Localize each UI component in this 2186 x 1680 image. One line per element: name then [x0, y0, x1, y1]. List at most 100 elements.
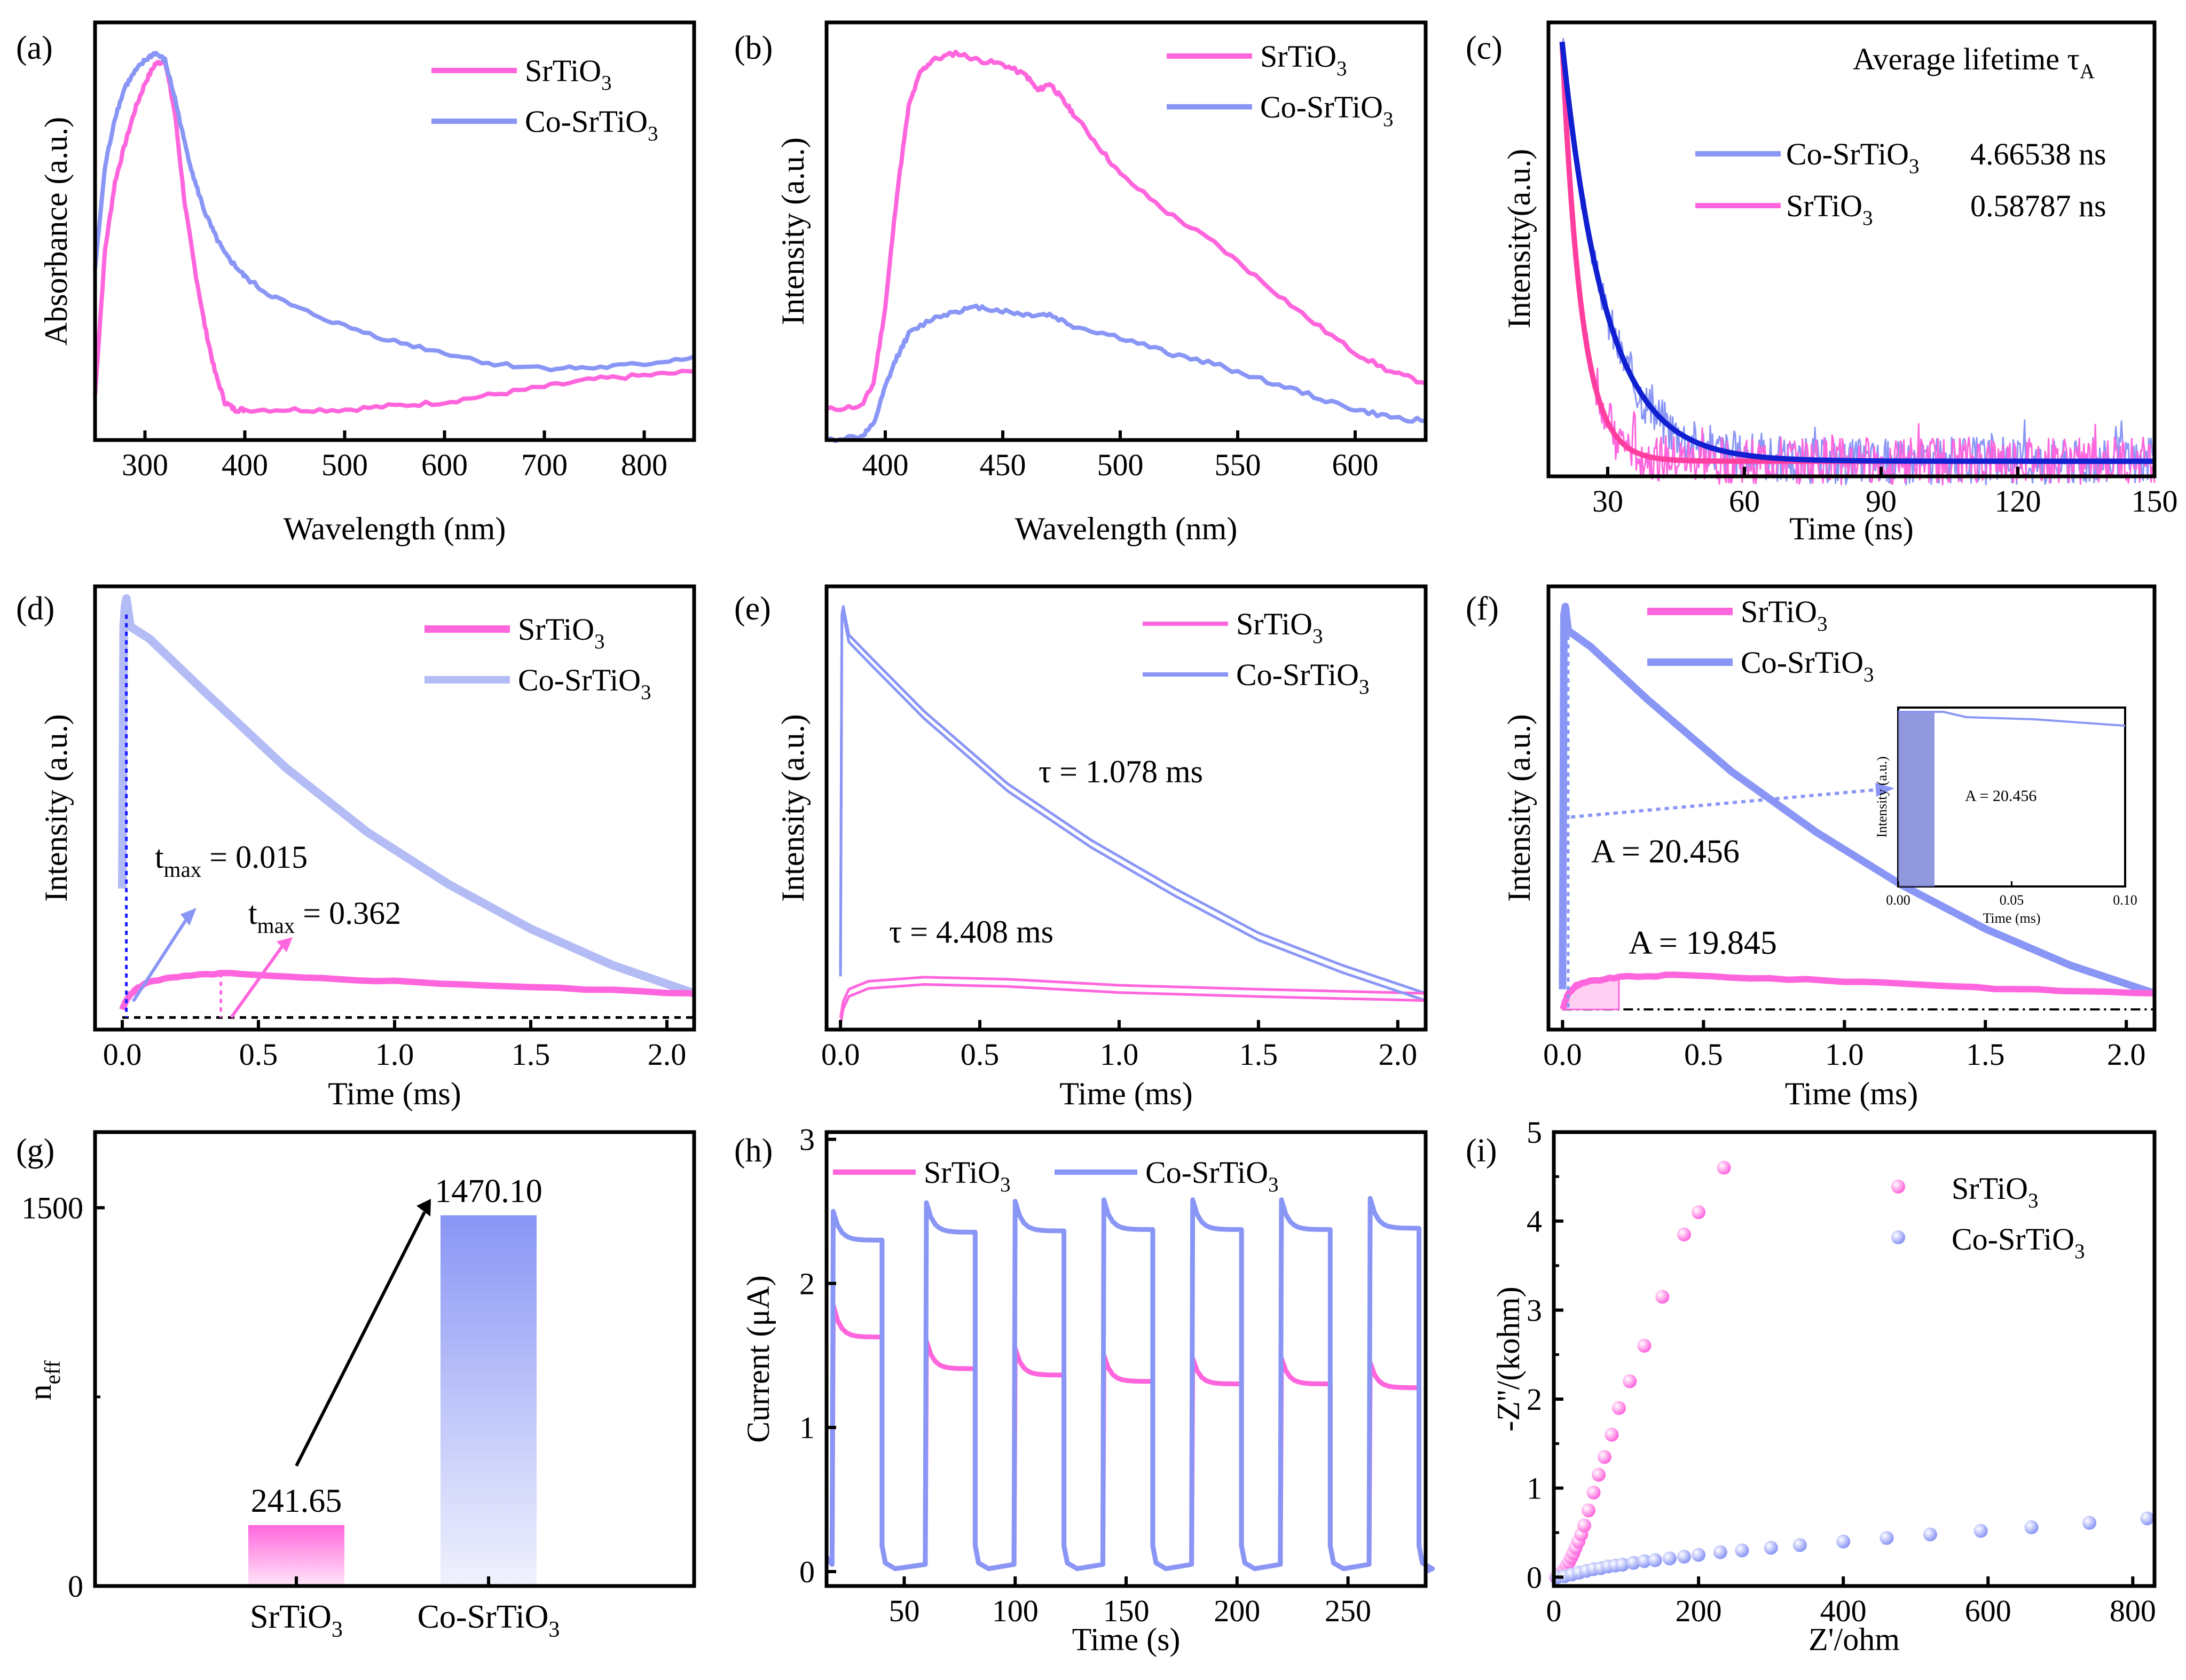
data-point-co-srtio3	[1626, 1556, 1641, 1570]
x-tick-label: 30	[1592, 484, 1623, 519]
y-tick-label: 5	[1527, 1115, 1542, 1150]
series-line-srtio3	[1559, 971, 2155, 1011]
series-line-srtio3	[119, 970, 695, 1011]
x-tick-label: 90	[1866, 484, 1897, 519]
arrowhead-sr	[277, 937, 293, 952]
plot-frame	[1546, 20, 2157, 478]
legend-srtio3-label: SrTiO3	[924, 1155, 1010, 1196]
data-point-srtio3	[1623, 1374, 1637, 1388]
data-point-co-srtio3	[1764, 1541, 1778, 1555]
increase-arrowhead	[416, 1199, 431, 1216]
x-tick-label: 2.0	[1379, 1037, 1418, 1072]
data-point-srtio3	[1582, 1503, 1596, 1518]
legend-srtio3-label: SrTiO3	[1741, 594, 1827, 635]
data-point-co-srtio3	[2082, 1516, 2097, 1530]
series-noise-srtio3	[1561, 58, 2156, 486]
x-tick-label: 1.0	[1100, 1037, 1139, 1072]
data-point-co-srtio3	[1615, 1558, 1630, 1572]
series-line-co-srtio3	[826, 303, 1426, 443]
series-line-co-srtio3	[118, 594, 696, 998]
x-tick-label: 0.0	[1543, 1037, 1582, 1072]
series-noise-co-srtio3	[1561, 38, 2156, 485]
legend-srtio3-label: SrTiO3	[1260, 39, 1347, 80]
x-category-label: SrTiO3	[250, 1599, 343, 1642]
data-point-co-srtio3	[1973, 1524, 1988, 1538]
x-tick-label: 1.5	[512, 1037, 551, 1072]
plot-frame	[824, 584, 1428, 1032]
x-axis-title: Time (ms)	[1785, 1076, 1918, 1111]
panel-e: τ = 1.078 ms τ = 4.408 ms 0.0 0.5 1.0 1.5 2.0 T…	[734, 584, 1428, 1111]
series-line-srtio3-b	[839, 983, 1426, 1025]
series-line-srtio3	[839, 976, 1426, 1018]
panel-d: tmax = 0.015 tmax = 0.362 0.0 0.5 1.0 1.5 2.0 T…	[16, 584, 696, 1111]
x-tick-label: 50	[888, 1593, 919, 1628]
x-tick-label: 1.0	[1825, 1037, 1864, 1072]
x-tick-label: 400	[1820, 1593, 1867, 1628]
y-tick-label: 3	[1527, 1293, 1542, 1328]
y-tick-label: 3	[799, 1122, 815, 1157]
data-point-co-srtio3	[1648, 1553, 1662, 1567]
y-axis-title: Intensity (a.u.)	[1501, 714, 1537, 902]
x-tick-label: 600	[1332, 448, 1379, 482]
panel-label: (f)	[1466, 591, 1499, 627]
inset-area	[1898, 712, 1935, 886]
lifetime-annotation: Average lifetime τA	[1853, 42, 2095, 83]
y-tick-label: 1	[1527, 1471, 1542, 1506]
series-line-srtio3	[824, 1302, 1435, 1574]
series-line-co-srtio3	[824, 1196, 1435, 1574]
data-point-co-srtio3	[1735, 1543, 1749, 1558]
x-tick-label: 400	[862, 448, 909, 482]
series-line-co-srtio3	[1559, 602, 2156, 997]
series-fit-co-srtio3	[1559, 41, 2155, 464]
x-tick-label: 1.5	[1239, 1037, 1278, 1072]
area-label-sr: A = 19.845	[1629, 925, 1777, 961]
x-tick-label: 300	[122, 448, 168, 482]
data-point-co-srtio3	[2140, 1511, 2154, 1526]
y-tick-label: 0	[799, 1555, 815, 1589]
data-point-srtio3	[1592, 1467, 1606, 1482]
series-line-co-srtio3-b	[839, 612, 1426, 1002]
panel-label: (h)	[734, 1133, 773, 1169]
legend-co-srtio3-label: Co-SrTiO3	[1952, 1222, 2085, 1263]
x-tick-label: 550	[1215, 448, 1261, 482]
data-point-co-srtio3	[1836, 1534, 1851, 1549]
x-axis-title: Wavelength (nm)	[284, 511, 506, 546]
x-axis-title: Time (ms)	[328, 1076, 461, 1111]
arrow-sr	[230, 944, 285, 1019]
x-tick-label: 150	[2132, 484, 2178, 519]
y-axis-title: neff	[22, 1360, 65, 1400]
arrowhead-co	[180, 908, 196, 925]
data-point-co-srtio3	[1662, 1551, 1677, 1566]
legend-srtio3-label: SrTiO3	[1952, 1171, 2038, 1212]
inset-curve	[1898, 711, 2126, 727]
x-tick-label: 0.5	[239, 1037, 278, 1072]
inset-x-tick-label: 0.10	[2113, 892, 2137, 908]
x-tick-label: 120	[1994, 484, 2041, 519]
data-point-co-srtio3	[2024, 1520, 2039, 1534]
x-tick-label: 100	[992, 1593, 1039, 1628]
x-tick-label: 800	[621, 448, 667, 482]
x-tick-label: 600	[421, 448, 468, 482]
plot-frame	[93, 1130, 696, 1588]
y-axis-title: Intensity (a.u.)	[38, 714, 74, 902]
panel-label: (c)	[1466, 30, 1503, 66]
panel-label: (g)	[16, 1133, 54, 1169]
inset-x-tick-label: 0.00	[1886, 892, 1910, 908]
y-tick-label: 0	[1527, 1560, 1542, 1595]
inset-area-label: A = 20.456	[1965, 787, 2036, 805]
y-tick-label: 1500	[21, 1191, 83, 1226]
inset-pointer-head	[1875, 783, 1894, 797]
tmax-label-co: tmax = 0.015	[155, 839, 308, 882]
y-tick-label: 2	[799, 1266, 815, 1301]
data-point-srtio3	[1637, 1339, 1652, 1353]
data-point-srtio3	[1692, 1205, 1706, 1219]
data-point-srtio3	[1605, 1427, 1619, 1442]
tmax-label-sr: tmax = 0.362	[248, 896, 401, 938]
bar-co-srtio3	[441, 1215, 537, 1586]
legend-srtio3-label: SrTiO3	[1786, 189, 1873, 230]
x-tick-label: 600	[1965, 1593, 2011, 1628]
inset-pointer	[1570, 788, 1883, 819]
y-axis-title: Intensity(a.u.)	[1501, 149, 1537, 329]
legend-co-srtio3-label: Co-SrTiO3	[1260, 90, 1393, 131]
